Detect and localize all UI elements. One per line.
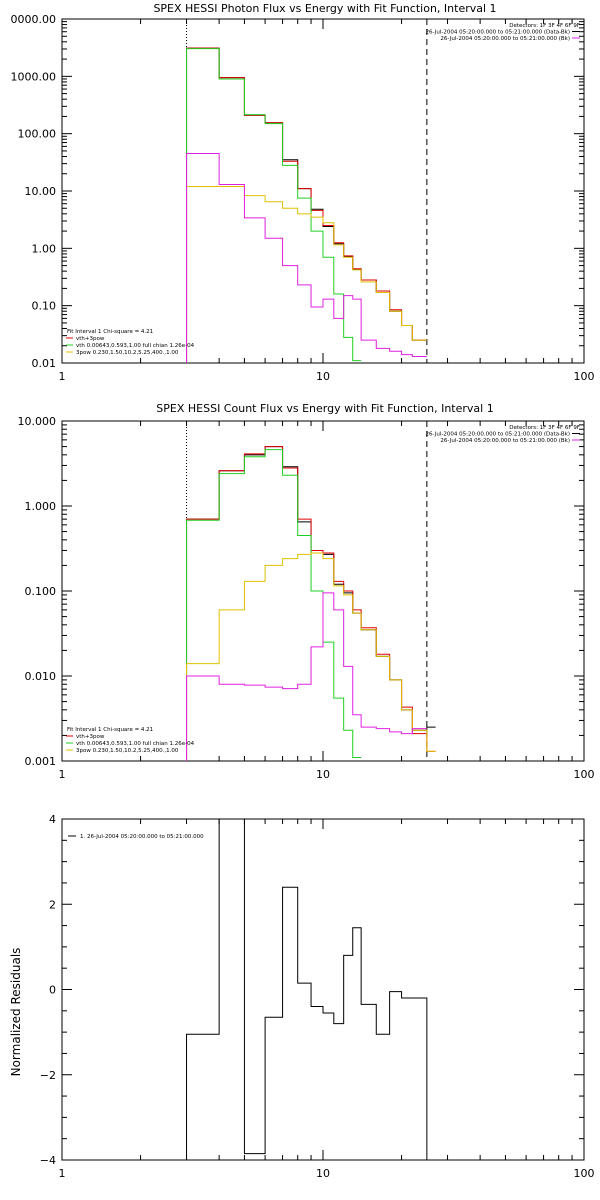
y-tick-label: 0.010: [25, 670, 57, 683]
series-group: [186, 819, 428, 1160]
legend-top-text: 26-Jul-2004 05:20:00.000 to 05:21:00.000…: [426, 30, 571, 36]
y-tick-label: 1000.00: [11, 70, 57, 83]
legend-bottom-text: Fit Interval 1 Chi-square = 4.21: [67, 329, 153, 335]
x-tick-label: 100: [574, 370, 595, 383]
series-line: [186, 449, 362, 761]
legend-bottom-text: vth 0.00643,0.593,1.00 full chian 1.26e-…: [76, 343, 195, 349]
series-line: [186, 552, 436, 761]
residuals-legend-text: 1. 26-Jul-2004 05:20:00.000 to 05:21:00.…: [80, 834, 204, 840]
count-flux-chart: SPEX HESSI Count Flux vs Energy with Fit…: [18, 402, 595, 781]
series-line: [186, 446, 436, 761]
x-tick-label: 10: [316, 1167, 330, 1180]
residuals-panel: Normalized Residuals 1. 26-Jul-2004 05:2…: [0, 800, 600, 1200]
legend-bottom-text: 3pow 0.230,1.50,10.2,5.25,400.,1.00: [76, 350, 179, 356]
legend-bottom-text: Fit Interval 1 Chi-square = 4.21: [67, 727, 153, 733]
legend-top-text: Detectors: 1F 3F 4F 6F 9F: [509, 425, 580, 431]
y-tick-label: 10.000: [18, 415, 57, 428]
x-tick-label: 1: [59, 370, 66, 383]
x-tick-label: 1: [59, 768, 66, 781]
series-line: [186, 153, 427, 363]
x-tick-label: 100: [574, 1167, 595, 1180]
count-flux-panel: SPEX HESSI Count Flux vs Energy with Fit…: [0, 400, 600, 800]
legend-bottom-text: vth 0.00643,0.593,1.00 full chian 1.26e-…: [76, 741, 195, 747]
y-tick-label: 0.001: [25, 755, 57, 768]
y-tick-label: −2: [40, 1069, 56, 1082]
series-line: [186, 185, 427, 363]
y-tick-label: 4: [49, 813, 56, 826]
x-tick-label: 10: [316, 370, 330, 383]
series-group: [186, 446, 436, 761]
photon-chart-title: SPEX HESSI Photon Flux vs Energy with Fi…: [153, 2, 496, 15]
count-chart-title: SPEX HESSI Count Flux vs Energy with Fit…: [156, 402, 493, 415]
y-tick-label: 0.01: [32, 357, 57, 370]
y-tick-label: 0: [49, 984, 56, 997]
x-tick-label: 100: [574, 768, 595, 781]
plot-frame: [61, 818, 585, 1161]
series-line: [186, 48, 362, 363]
residuals-chart: Normalized Residuals 1. 26-Jul-2004 05:2…: [9, 813, 595, 1180]
y-tick-label: 1.000: [25, 500, 57, 513]
legend-bottom-text: 3pow 0.230,1.50,10.2,5.25,400.,1.00: [76, 748, 179, 754]
y-tick-label: 0.10: [32, 300, 57, 313]
x-tick-label: 10: [316, 768, 330, 781]
legend-top-text: 26-Jul-2004 05:20:00.000 to 05:21:00.000…: [440, 438, 570, 444]
photon-flux-chart: SPEX HESSI Photon Flux vs Energy with Fi…: [11, 2, 595, 383]
y-tick-label: 0000.00: [11, 13, 57, 26]
y-tick-label: 1.00: [32, 242, 57, 255]
y-tick-label: 2: [49, 898, 56, 911]
plot-frame: [61, 18, 585, 364]
residuals-y-axis-label: Normalized Residuals: [9, 948, 23, 1077]
series-line: [186, 819, 428, 1160]
y-tick-label: 0.100: [25, 585, 57, 598]
legend-top-text: Detectors: 1F 3F 4F 6F 9F: [509, 23, 580, 29]
legend-top-text: 26-Jul-2004 05:20:00.000 to 05:21:00.000…: [440, 36, 570, 42]
series-line: [186, 47, 427, 363]
legend-bottom-text: vth+3pow: [76, 734, 105, 740]
x-tick-label: 1: [59, 1167, 66, 1180]
series-group: [186, 47, 427, 363]
y-tick-label: 100.00: [18, 128, 57, 141]
series-line: [186, 592, 427, 761]
series-line: [186, 446, 436, 761]
legend-bottom-text: vth+3pow: [76, 336, 105, 342]
series-line: [186, 47, 427, 363]
legend-top-text: 26-Jul-2004 05:20:00.000 to 05:21:00.000…: [426, 432, 571, 438]
y-tick-label: −4: [40, 1154, 56, 1167]
photon-flux-panel: SPEX HESSI Photon Flux vs Energy with Fi…: [0, 0, 600, 400]
y-tick-label: 10.00: [25, 185, 57, 198]
